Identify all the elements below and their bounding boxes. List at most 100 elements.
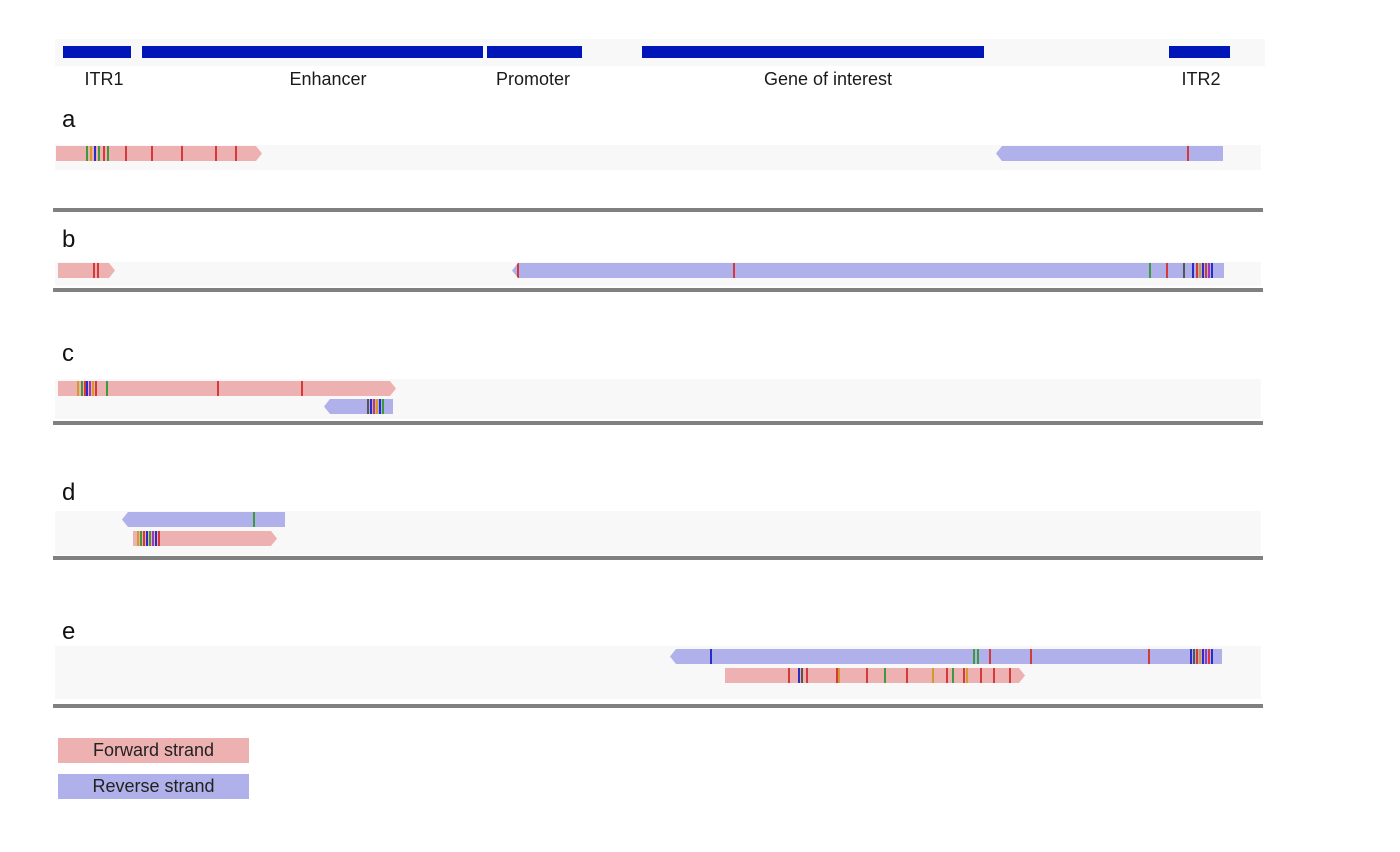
legend-reverse-label: Reverse strand (92, 776, 215, 796)
mismatch-mark (1149, 263, 1151, 278)
mismatch-mark (806, 668, 808, 683)
mismatch-mark (1187, 146, 1189, 161)
mismatch-mark (181, 146, 183, 161)
mismatch-mark (103, 146, 105, 161)
mismatch-mark (966, 668, 968, 683)
panel-a-reverse-read (996, 146, 1223, 161)
mismatch-mark (1205, 263, 1207, 278)
gene-feature-bar (642, 46, 984, 58)
panel-e-forward-read (725, 668, 1025, 683)
panel-b-reverse-read (512, 263, 1224, 278)
mismatch-mark (106, 381, 108, 396)
mismatch-mark (217, 381, 219, 396)
mismatch-mark (149, 531, 151, 546)
mismatch-mark (86, 381, 88, 396)
mismatch-mark (1202, 263, 1204, 278)
mismatch-mark (253, 512, 255, 527)
mismatch-mark (1190, 649, 1192, 664)
legend-forward-label: Forward strand (92, 740, 215, 760)
itr1-feature-bar (63, 46, 131, 58)
mismatch-mark (94, 146, 96, 161)
mismatch-mark (81, 381, 83, 396)
mismatch-mark (95, 381, 97, 396)
panel-a-letter: a (62, 106, 76, 133)
mismatch-mark (801, 668, 803, 683)
mismatch-mark (1183, 263, 1185, 278)
mismatch-mark (1196, 263, 1198, 278)
mismatch-mark (97, 263, 99, 278)
panel-c-letter: c (62, 340, 74, 367)
itr2-label: ITR2 (1181, 69, 1221, 89)
panel-c-reverse-read (324, 399, 393, 414)
mismatch-mark (1030, 649, 1032, 664)
legend-forward-strand: Forward strand (58, 738, 249, 763)
panel-d-forward-read (133, 531, 277, 546)
mismatch-mark (1208, 649, 1210, 664)
panel-c-separator (53, 421, 1263, 425)
panel-a-forward-read (56, 146, 262, 161)
mismatch-mark (980, 668, 982, 683)
mismatch-mark (235, 146, 237, 161)
mismatch-mark (884, 668, 886, 683)
mismatch-mark (1208, 263, 1210, 278)
mismatch-mark (1192, 263, 1194, 278)
gene-label: Gene of interest (763, 69, 893, 89)
mismatch-mark (107, 146, 109, 161)
mismatch-mark (376, 399, 378, 414)
panel-e-letter: e (62, 618, 76, 645)
mismatch-mark (1199, 649, 1201, 664)
mismatch-mark (989, 649, 991, 664)
panel-b-forward-read (58, 263, 115, 278)
mismatch-mark (838, 668, 840, 683)
mismatch-mark (140, 531, 142, 546)
mismatch-mark (1009, 668, 1011, 683)
mismatch-mark (370, 399, 372, 414)
mismatch-mark (866, 668, 868, 683)
itr1-label: ITR1 (84, 69, 124, 89)
mismatch-mark (733, 263, 735, 278)
mismatch-mark (1193, 649, 1195, 664)
mismatch-mark (90, 146, 92, 161)
mismatch-mark (798, 668, 800, 683)
mismatch-mark (155, 531, 157, 546)
mismatch-mark (993, 668, 995, 683)
mismatch-mark (367, 399, 369, 414)
mismatch-mark (89, 381, 91, 396)
mismatch-mark (382, 399, 384, 414)
panel-c-forward-read (58, 381, 396, 396)
mismatch-mark (77, 381, 79, 396)
mismatch-mark (1196, 649, 1198, 664)
mismatch-mark (84, 381, 86, 396)
mismatch-mark (932, 668, 934, 683)
panel-d-letter: d (62, 479, 76, 506)
mismatch-mark (98, 146, 100, 161)
itr2-feature-bar (1169, 46, 1230, 58)
mismatch-mark (125, 146, 127, 161)
mismatch-mark (152, 531, 154, 546)
mismatch-mark (1166, 263, 1168, 278)
mismatch-mark (93, 263, 95, 278)
mismatch-mark (373, 399, 375, 414)
panel-e-separator (53, 704, 1263, 708)
mismatch-mark (143, 531, 145, 546)
enhancer-label: Enhancer (289, 69, 367, 89)
mismatch-mark (946, 668, 948, 683)
mismatch-mark (973, 649, 975, 664)
promoter-label: Promoter (495, 69, 571, 89)
panel-b-separator (53, 288, 1263, 292)
panel-d-separator (53, 556, 1263, 560)
legend-reverse-strand: Reverse strand (58, 774, 249, 799)
mismatch-mark (977, 649, 979, 664)
mismatch-mark (215, 146, 217, 161)
promoter-feature-bar (487, 46, 582, 58)
mismatch-mark (963, 668, 965, 683)
mismatch-mark (1148, 649, 1150, 664)
enhancer-feature-bar (142, 46, 483, 58)
mismatch-mark (1211, 649, 1213, 664)
mismatch-mark (86, 146, 88, 161)
mismatch-mark (92, 381, 94, 396)
mismatch-mark (1211, 263, 1213, 278)
mismatch-mark (517, 263, 519, 278)
mismatch-mark (710, 649, 712, 664)
mismatch-mark (1205, 649, 1207, 664)
